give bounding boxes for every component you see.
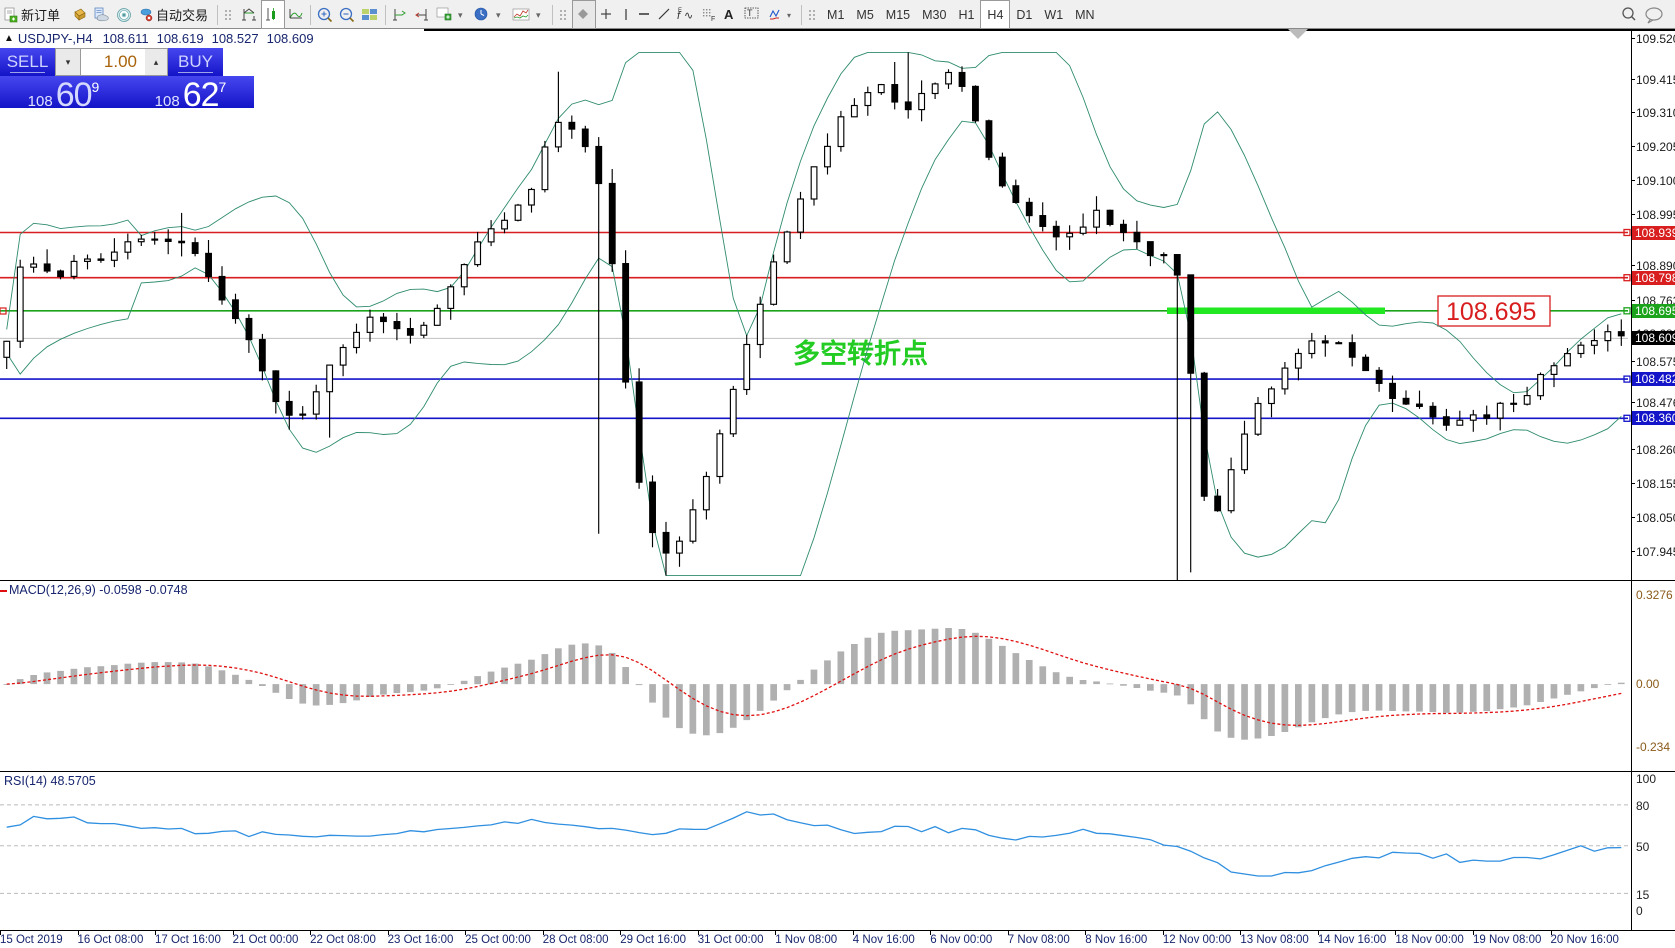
svg-text:F: F: [711, 16, 715, 23]
svg-text:多空转折点: 多空转折点: [793, 338, 928, 369]
svg-text:▾: ▾: [536, 10, 541, 20]
svg-text:A: A: [724, 7, 734, 22]
svg-text:T: T: [747, 8, 753, 18]
svg-text:▾: ▾: [496, 10, 501, 20]
svg-text:108.695: 108.695: [1446, 298, 1536, 326]
svg-text:E: E: [678, 8, 682, 14]
svg-text:▾: ▾: [458, 10, 463, 20]
svg-text:∿: ∿: [684, 10, 693, 22]
svg-text:▾: ▾: [787, 11, 791, 20]
